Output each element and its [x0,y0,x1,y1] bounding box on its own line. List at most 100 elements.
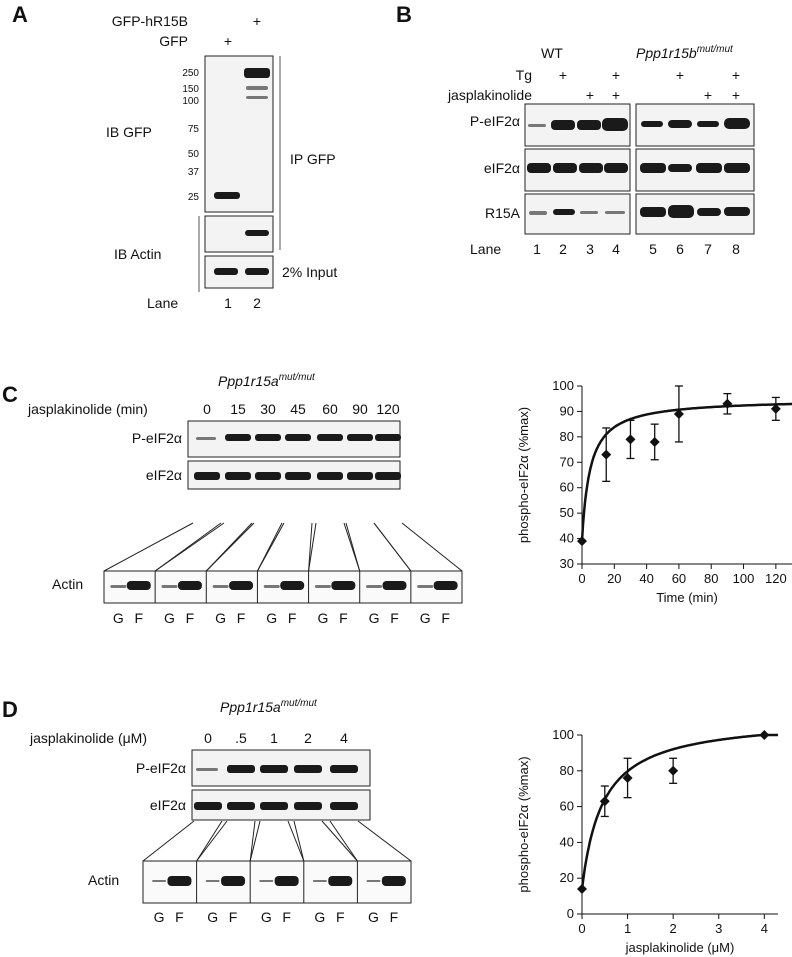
connector-line [308,522,313,572]
connector-line [256,522,285,572]
connector-line [249,820,256,862]
ip-gfp-label: IP GFP [290,151,336,167]
treatment-mark: + [704,87,712,103]
treatment-marks: + + + + + + + + [559,67,740,103]
blot-label-eif2a: eIF2α [150,797,186,813]
chart-time-course: phospho-eIF2α (%max) Time (min) 30 40 50 60… [516,378,792,605]
band [229,581,254,590]
band [328,876,353,886]
lane-number: 1 [224,295,232,311]
group-mut-sup: mut/mut [697,44,734,55]
condition-values: 0 .5 1 2 4 [204,730,348,746]
band [381,876,406,886]
band [553,163,577,173]
data-point [601,449,612,460]
band [641,121,663,127]
band [245,230,269,236]
fraction-label-f: F [229,909,238,925]
fraction-label-g: G [164,610,175,626]
condition-value: 0 [204,730,212,746]
panel-c-letter: C [2,382,18,407]
lane-number: 2 [559,241,567,257]
panel-a-letter: A [12,2,28,27]
band [227,802,255,810]
treatment-mark: + [224,33,232,49]
fit-curve [580,733,778,890]
fit-curve [580,402,792,542]
data-point [577,536,587,547]
band [214,192,240,199]
band-set [194,765,358,810]
band [668,120,692,128]
fraction-label-f: F [390,610,399,626]
x-tick-label: 120 [765,571,787,586]
band [580,211,598,214]
data-point [722,398,733,409]
band [330,802,358,810]
x-tick-label: 40 [639,571,653,586]
connector-line [308,522,317,572]
genotype-label: Ppp1r15amut/mut [218,372,316,389]
band [244,68,270,78]
actin-label: Actin [88,872,119,888]
connector-line [142,820,195,862]
band [668,205,694,218]
band [285,472,311,480]
band [177,581,202,590]
input-label: 2% Input [282,264,337,280]
band [366,585,383,588]
condition-value: 1 [270,730,278,746]
connector-line [293,820,305,862]
band [246,86,268,90]
connector-line [154,522,225,572]
band [697,121,719,127]
condition-value: .5 [235,730,247,746]
band [225,434,251,441]
band [260,765,288,773]
chart-y-label: phospho-eIF2α (%max) [516,407,531,543]
lane-number: 5 [649,241,657,257]
band [312,880,327,882]
data-point [770,403,781,414]
treatment-mark: + [732,67,740,83]
fraction-label-g: G [317,610,328,626]
x-tick-label: 100 [733,571,755,586]
genotype-base: Ppp1r15a [218,373,279,389]
data-point [759,730,770,740]
band [347,434,373,441]
fraction-label-f: F [175,909,184,925]
y-tick-label: 60 [560,480,574,495]
connector-line [329,820,358,862]
row-label-jasplakinolide: jasplakinolide [447,87,532,103]
band [294,802,322,810]
x-tick-label: 1 [624,921,631,936]
y-tick-label: 80 [560,763,574,778]
x-tick-label: 0 [578,921,585,936]
treatment-mark: + [732,87,740,103]
connector-line [103,522,194,572]
band [604,163,628,173]
band [194,802,222,810]
data-point [649,436,660,447]
lane-number: 7 [704,241,712,257]
band [331,581,356,590]
fraction-label-f: F [282,909,291,925]
data-point [577,883,587,894]
band [294,765,322,773]
row-label-gfp: GFP [159,33,188,49]
connector-line [373,522,412,572]
fraction-label-f: F [237,610,246,626]
fraction-label-g: G [266,610,277,626]
band [194,472,220,480]
blot-ip-gfp [204,55,274,213]
chart-y-label: phospho-eIF2α (%max) [516,756,531,892]
x-tick-label: 2 [670,921,677,936]
lane-number: 2 [253,295,261,311]
fraction-label-f: F [336,909,345,925]
panel-d-letter: D [2,697,18,722]
band [579,163,603,173]
treatment-mark: + [586,87,594,103]
ib-actin-label: IB Actin [114,246,161,262]
